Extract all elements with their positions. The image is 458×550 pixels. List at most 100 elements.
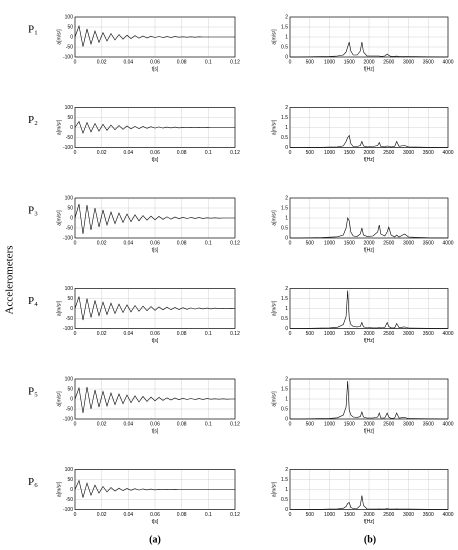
y-tick-label: 1.5 [281,24,288,30]
x-tick-label: 0.08 [177,512,187,518]
y-tick-label: -50 [66,316,73,322]
x-tick-label: 0 [74,59,77,65]
x-tick-label: 0.12 [230,331,240,337]
x-tick-label: 1000 [324,331,335,337]
x-tick-label: 500 [306,512,315,518]
y-tick-label: 50 [67,24,73,30]
plot-frame [289,469,449,510]
row-label: P₃ [28,205,38,217]
y-tick-label: 0 [285,145,288,151]
y-tick-label: 0.5 [281,406,288,412]
y-tick-label: 0 [70,396,73,402]
x-tick-label: 3500 [423,150,434,156]
signal-line [290,495,449,510]
x-tick-label: 0.02 [97,512,107,518]
x-tick-label: 4000 [442,240,453,246]
signal-line [74,479,235,498]
signal-line [290,41,449,58]
x-tick-label: 2000 [363,59,374,65]
plot-frame [74,197,236,239]
y-axis-label: a[m/s²] [271,391,277,407]
y-tick-label: 2 [285,286,288,292]
x-tick-label: 2000 [363,240,374,246]
y-tick-label: 100 [65,467,74,473]
y-axis-label: a[m/s²] [271,481,277,497]
y-tick-label: -50 [66,44,73,50]
x-tick-label: 0 [74,150,77,156]
x-axis-label: t[s] [152,519,159,525]
y-axis-label: a[m/s²] [271,119,277,135]
signal-line [74,386,235,414]
y-tick-label: -100 [63,54,73,60]
x-axis-label: t[s] [152,157,159,163]
x-tick-label: 0.08 [177,421,187,427]
signal-line [74,120,235,134]
y-tick-label: -50 [66,406,73,412]
y-tick-label: 2 [285,14,288,20]
x-tick-label: 0.02 [97,59,107,65]
y-tick-label: 50 [67,205,73,211]
panel-label: (b) [364,534,376,545]
x-tick-label: 0 [74,421,77,427]
y-tick-label: 0.5 [281,497,288,503]
signal-line [74,24,235,47]
y-tick-label: 1.5 [281,296,288,302]
x-tick-label: 0.1 [205,512,212,518]
x-axis-label: f[Hz] [364,247,375,253]
y-tick-label: 1 [285,396,288,402]
x-tick-label: 1000 [324,150,335,156]
x-tick-label: 3000 [403,59,414,65]
x-tick-label: 0.08 [177,59,187,65]
x-tick-label: 1000 [324,512,335,518]
x-tick-label: 2000 [363,512,374,518]
x-tick-label: 2500 [383,150,394,156]
x-tick-label: 3500 [423,59,434,65]
x-tick-label: 3500 [423,512,434,518]
x-axis-label: f[Hz] [364,428,375,434]
y-tick-label: 100 [65,195,74,201]
y-tick-label: 0 [70,125,73,131]
signal-line [74,203,235,235]
x-tick-label: 3000 [403,331,414,337]
x-tick-label: 0 [289,59,292,65]
y-tick-label: 1.5 [281,386,288,392]
x-tick-label: 0.1 [205,150,212,156]
x-tick-label: 0.1 [205,240,212,246]
x-tick-label: 2000 [363,331,374,337]
y-tick-label: 100 [65,105,74,111]
y-tick-label: 1.5 [281,477,288,483]
x-tick-label: 0 [289,421,292,427]
x-tick-label: 500 [306,421,315,427]
y-tick-label: 0 [285,326,288,332]
x-tick-label: 0.08 [177,331,187,337]
y-tick-label: -50 [66,497,73,503]
y-tick-label: -100 [63,326,73,332]
y-tick-label: 50 [67,296,73,302]
x-tick-label: 1500 [344,421,355,427]
x-tick-label: 0.12 [230,240,240,246]
plot-frame [74,288,236,329]
signal-line [290,217,449,239]
y-tick-label: 1 [285,306,288,312]
y-tick-label: 1 [285,487,288,493]
signal-line [290,290,449,329]
x-tick-label: 0 [289,240,292,246]
x-tick-label: 2000 [363,421,374,427]
y-tick-label: -100 [63,145,73,151]
y-tick-label: 0 [70,487,73,493]
x-tick-label: 0.08 [177,240,187,246]
y-tick-label: 50 [67,477,73,483]
y-tick-label: 0 [285,507,288,513]
y-axis-label: a[m/s²] [56,391,62,407]
x-tick-label: 2000 [363,150,374,156]
y-axis-label: a[m/s²] [56,481,62,497]
plot-frame [74,378,236,420]
x-axis-label: t[s] [152,338,159,344]
y-tick-label: -50 [66,135,73,141]
y-tick-label: 0 [285,235,288,241]
y-tick-label: 0.5 [281,135,288,141]
y-axis-label: a[m/s²] [271,210,277,226]
row-label: P₄ [28,295,38,307]
x-axis-label: t[s] [152,247,159,253]
x-axis-label: f[Hz] [364,338,375,344]
